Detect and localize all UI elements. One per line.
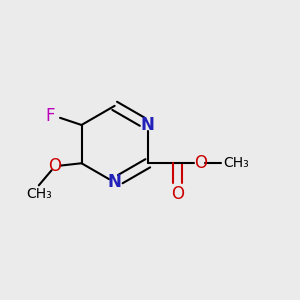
Text: O: O: [49, 157, 62, 175]
Text: F: F: [45, 107, 55, 125]
Text: O: O: [171, 185, 184, 203]
Text: N: N: [141, 116, 155, 134]
Text: CH₃: CH₃: [223, 156, 249, 170]
Text: CH₃: CH₃: [26, 187, 52, 201]
Text: O: O: [194, 154, 207, 172]
Text: N: N: [108, 173, 122, 191]
